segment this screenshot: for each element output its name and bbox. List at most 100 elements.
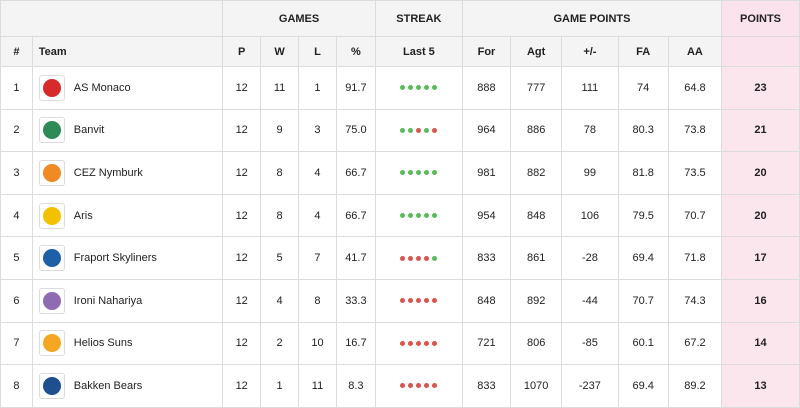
streak-win-dot <box>432 255 438 261</box>
team-name[interactable]: AS Monaco <box>73 81 131 94</box>
col-played-header[interactable]: P <box>222 36 262 67</box>
losses-cell: 3 <box>298 108 337 153</box>
col-for-header[interactable]: For <box>461 36 512 67</box>
wins-cell: 2 <box>260 321 300 366</box>
team-cell[interactable]: AS Monaco <box>31 66 224 110</box>
losses-cell: 7 <box>298 236 337 280</box>
for-average-cell: 69.4 <box>617 364 669 408</box>
streak-win-dot <box>408 127 414 133</box>
table-row[interactable]: 2 Banvit 12 9 3 75.0 964 886 78 80.3 73.8 21 <box>0 108 800 153</box>
banvit-logo-icon <box>38 117 65 144</box>
streak-loss-dot <box>408 383 414 389</box>
streak-win-dot <box>400 170 406 176</box>
team-name[interactable]: Bakken Bears <box>73 379 143 392</box>
col-diff-header[interactable]: +/- <box>561 36 619 67</box>
team-name[interactable]: CEZ Nymburk <box>73 166 143 179</box>
played-cell: 12 <box>222 66 262 110</box>
streak-loss-dot <box>416 127 422 133</box>
team-cell[interactable]: Bakken Bears <box>31 364 224 408</box>
played-cell: 12 <box>222 108 262 153</box>
streak-cell <box>374 321 463 366</box>
team-logo-mark <box>42 206 61 225</box>
streak-cell <box>374 278 463 323</box>
points-cell: 20 <box>721 151 800 195</box>
streak-loss-dot <box>400 383 406 389</box>
points-for-cell: 721 <box>461 321 512 366</box>
pct-cell: 66.7 <box>335 151 376 195</box>
wins-cell: 5 <box>260 236 300 280</box>
team-cell[interactable]: Ironi Nahariya <box>31 278 224 323</box>
team-name[interactable]: Helios Suns <box>73 337 133 350</box>
col-team-header[interactable]: Team <box>31 36 224 67</box>
streak-win-dot <box>408 85 414 91</box>
points-against-cell: 806 <box>510 321 563 366</box>
col-aa-header[interactable]: AA <box>667 36 723 67</box>
team-cell[interactable]: Aris <box>31 193 224 238</box>
aris-logo-icon <box>38 202 65 229</box>
table-row[interactable]: 4 Aris 12 8 4 66.7 954 848 106 79.5 70.7 20 <box>0 193 800 238</box>
streak-win-dot <box>416 213 422 219</box>
streak-cell <box>374 66 463 110</box>
played-cell: 12 <box>222 364 262 408</box>
group-header-points: POINTS <box>721 0 800 37</box>
rank-cell: 7 <box>0 321 33 366</box>
for-average-cell: 60.1 <box>617 321 669 366</box>
streak-win-dot <box>432 170 438 176</box>
table-row[interactable]: 8 Bakken Bears 12 1 11 8.3 833 1070 -237 69.4 89.2… <box>0 364 800 408</box>
col-against-header[interactable]: Agt <box>510 36 563 67</box>
col-rank-header[interactable]: # <box>0 36 33 67</box>
played-cell: 12 <box>222 151 262 195</box>
col-losses-header[interactable]: L <box>298 36 337 67</box>
losses-cell: 11 <box>298 364 337 408</box>
ironi-nahariya-logo-icon <box>38 287 65 314</box>
streak-win-dot <box>416 85 422 91</box>
streak-loss-dot <box>432 127 438 133</box>
points-cell: 13 <box>721 364 800 408</box>
points-for-cell: 981 <box>461 151 512 195</box>
team-cell[interactable]: CEZ Nymburk <box>31 151 224 195</box>
team-cell[interactable]: Banvit <box>31 108 224 153</box>
group-header-blank <box>0 0 224 37</box>
rank-cell: 4 <box>0 193 33 238</box>
against-average-cell: 70.7 <box>667 193 723 238</box>
team-cell[interactable]: Helios Suns <box>31 321 224 366</box>
for-average-cell: 80.3 <box>617 108 669 153</box>
table-row[interactable]: 5 Fraport Skyliners 12 5 7 41.7 833 861 -28 69.4 7… <box>0 236 800 280</box>
table-row[interactable]: 1 AS Monaco 12 11 1 91.7 888 777 111 74 64.8 23 <box>0 66 800 110</box>
losses-cell: 4 <box>298 151 337 195</box>
team-logo-mark <box>42 334 61 353</box>
against-average-cell: 89.2 <box>667 364 723 408</box>
team-name[interactable]: Fraport Skyliners <box>73 252 157 265</box>
col-pct-header[interactable]: % <box>335 36 376 67</box>
col-last5-header[interactable]: Last 5 <box>374 36 463 67</box>
points-against-cell: 861 <box>510 236 563 280</box>
col-wins-header[interactable]: W <box>260 36 300 67</box>
rank-cell: 6 <box>0 278 33 323</box>
team-name[interactable]: Ironi Nahariya <box>73 294 143 307</box>
streak-loss-dot <box>424 255 430 261</box>
rank-cell: 1 <box>0 66 33 110</box>
team-logo-mark <box>42 78 61 97</box>
points-against-cell: 882 <box>510 151 563 195</box>
points-against-cell: 892 <box>510 278 563 323</box>
team-cell[interactable]: Fraport Skyliners <box>31 236 224 280</box>
team-name[interactable]: Aris <box>73 209 93 222</box>
played-cell: 12 <box>222 236 262 280</box>
wins-cell: 8 <box>260 193 300 238</box>
streak-loss-dot <box>408 340 414 346</box>
streak-win-dot <box>424 127 430 133</box>
table-row[interactable]: 6 Ironi Nahariya 12 4 8 33.3 848 892 -44 70.7 74.3… <box>0 278 800 323</box>
streak-loss-dot <box>432 340 438 346</box>
team-logo-mark <box>42 249 61 268</box>
points-cell: 21 <box>721 108 800 153</box>
streak-cell <box>374 151 463 195</box>
team-name[interactable]: Banvit <box>73 124 105 137</box>
table-row[interactable]: 7 Helios Suns 12 2 10 16.7 721 806 -85 60.1 67.2 14 <box>0 321 800 366</box>
pct-cell: 41.7 <box>335 236 376 280</box>
played-cell: 12 <box>222 193 262 238</box>
points-cell: 20 <box>721 193 800 238</box>
column-header-row: # Team P W L % Last 5 For Agt +/- FA AA <box>0 36 800 67</box>
col-points-header <box>721 36 800 67</box>
table-row[interactable]: 3 CEZ Nymburk 12 8 4 66.7 981 882 99 81.8 73.5 20 <box>0 151 800 195</box>
col-fa-header[interactable]: FA <box>617 36 669 67</box>
